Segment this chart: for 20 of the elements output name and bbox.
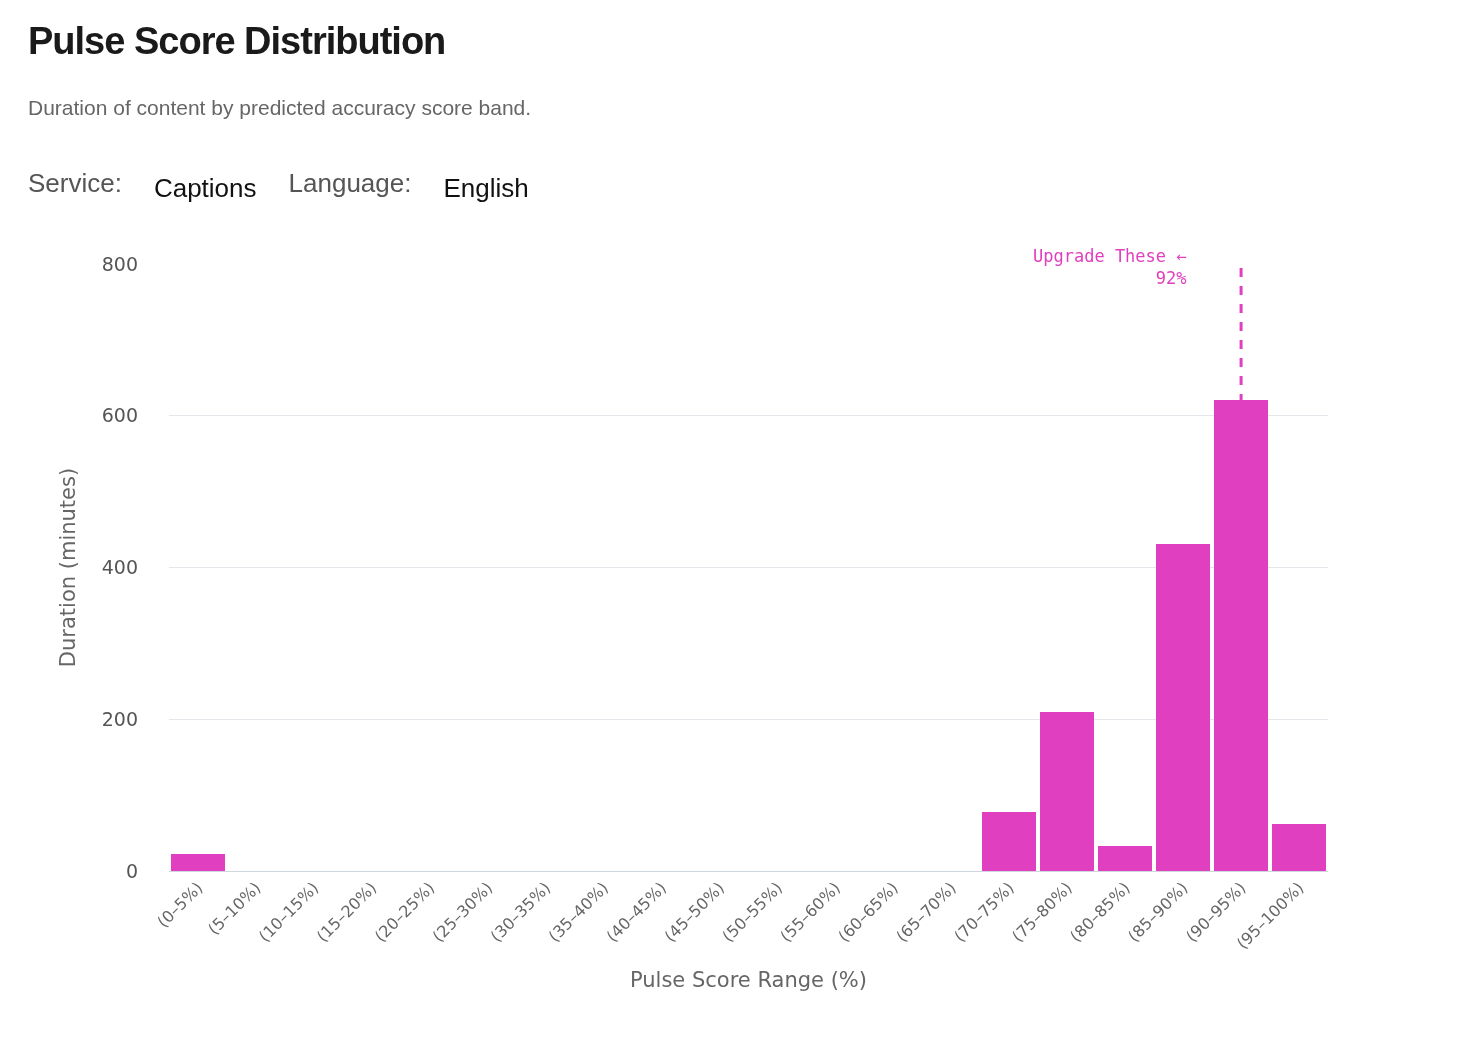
text: English — [443, 173, 529, 204]
y-tick-label: 800 — [101, 252, 138, 275]
bar — [1098, 846, 1152, 871]
y-axis-title: Duration (minutes) — [55, 467, 80, 668]
bar — [1040, 712, 1094, 871]
chart-title: Pulse Score Distribution — [28, 20, 446, 63]
y-tick-label: 400 — [101, 556, 138, 579]
y-tick-label: 600 — [101, 404, 138, 427]
y-tick-label: 0 — [125, 859, 138, 882]
text: Language: — [288, 168, 412, 200]
bar — [982, 812, 1036, 871]
y-tick-label: 200 — [101, 707, 138, 730]
bar — [171, 854, 225, 871]
x-axis-title: Pulse Score Range (%) — [629, 968, 868, 993]
text: Captions — [153, 173, 257, 204]
bar — [1156, 544, 1210, 871]
ref-line-label: Upgrade These ← 92% — [1033, 246, 1187, 289]
bar — [1272, 824, 1326, 871]
chart-subtitle: Duration of content by predicted accuracy score band. — [28, 96, 532, 120]
text: Service: — [28, 168, 122, 200]
